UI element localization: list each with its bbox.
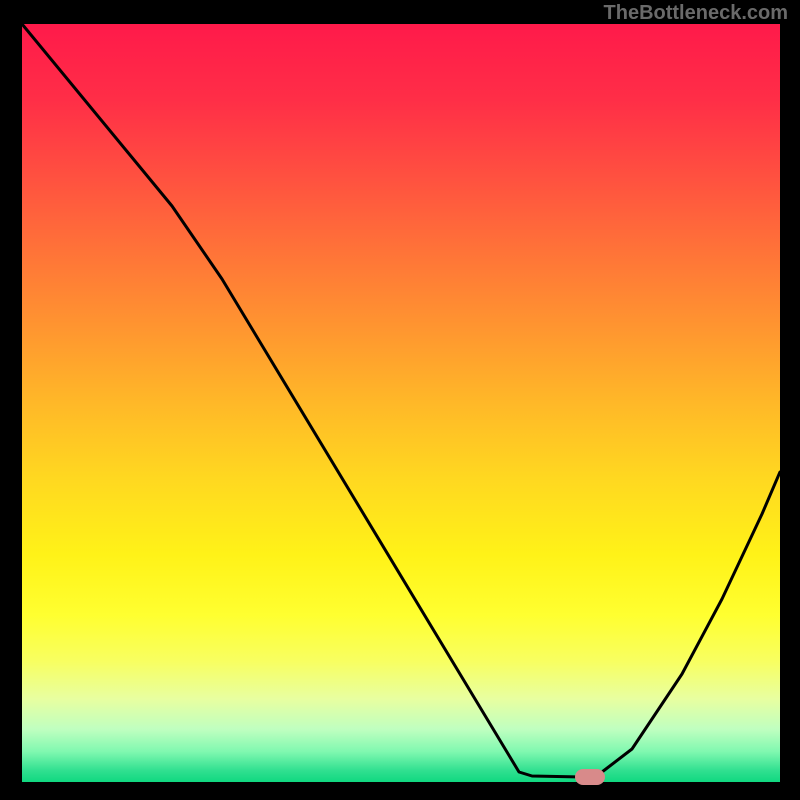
- watermark-text: TheBottleneck.com: [604, 2, 788, 25]
- minimum-marker: [575, 769, 605, 785]
- chart-container: TheBottleneck.com: [0, 0, 800, 800]
- curve-polyline: [22, 24, 780, 777]
- curve-line: [22, 24, 780, 782]
- plot-area: [22, 24, 780, 782]
